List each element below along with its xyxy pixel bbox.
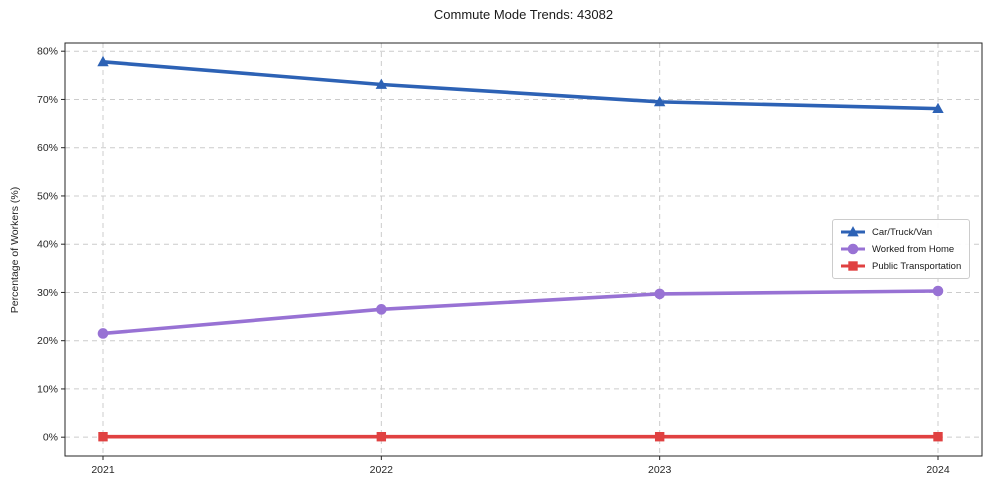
y-tick-label: 10% [37,383,58,395]
axes-spines [64,42,983,457]
x-tick-label: 2021 [91,464,115,476]
legend-item-public-transportation: Public Transportation [840,259,963,273]
y-tick-label: 60% [37,142,58,154]
data-point-public-transportation-2024 [933,432,943,442]
legend-item-worked-from-home: Worked from Home [840,242,963,256]
y-tick-label: 80% [37,46,58,58]
data-point-car-truck-van-2022 [375,78,388,89]
legend-label: Public Transportation [872,260,962,272]
y-tick-label: 70% [37,94,58,106]
x-tick-label: 2022 [370,464,394,476]
series-line-car-truck-van [101,60,940,111]
data-point-public-transportation-2023 [654,432,665,442]
data-point-worked-from-home-2022 [376,304,387,315]
legend-marker [848,261,858,271]
data-point-car-truck-van-2021 [97,55,109,67]
data-point-worked-from-home-2024 [932,285,944,297]
square-swatch-icon [841,261,865,271]
y-tick-label: 40% [37,239,58,251]
data-point-worked-from-home-2023 [654,288,665,300]
legend-marker [847,226,859,237]
legend-item-car-truck-van: Car/Truck/Van [840,225,963,239]
data-point-public-transportation-2022 [376,432,387,442]
data-point-car-truck-van-2023 [653,95,666,107]
legend: Car/Truck/Van Worked from Home Public Tran… [832,219,970,279]
data-point-public-transportation-2021 [98,432,108,442]
series-line-worked-from-home [101,289,940,336]
chart-title: Commute Mode Trends: 43082 [433,7,614,22]
y-tick-label: 50% [37,190,58,202]
y-tick-label: 30% [37,287,58,299]
circle-swatch-icon [841,243,865,255]
legend-label: Car/Truck/Van [872,226,933,238]
x-tick-label: 2024 [926,464,950,476]
triangle-swatch-icon [841,226,865,237]
legend-marker [847,243,859,255]
legend-label: Worked from Home [872,243,955,255]
data-point-worked-from-home-2021 [97,328,109,339]
y-tick-label: 0% [43,432,58,444]
x-tick-label: 2023 [648,464,672,476]
data-point-car-truck-van-2024 [932,102,944,114]
y-tick-label: 20% [37,335,58,347]
